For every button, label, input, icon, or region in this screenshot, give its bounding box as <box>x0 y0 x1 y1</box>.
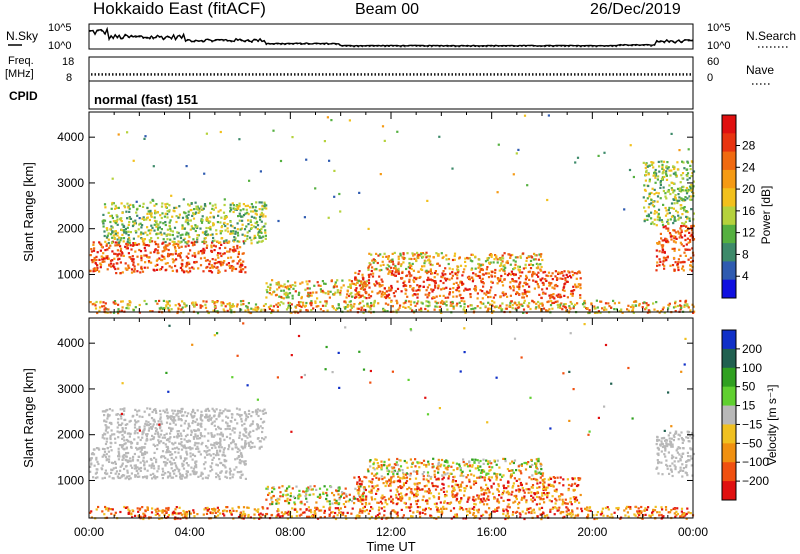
x-tick-label: 04:00 <box>175 525 205 539</box>
freq-tick-bottom: 8 <box>66 72 72 84</box>
freq-unit: [MHz] <box>5 68 34 80</box>
nave-label: Nave <box>746 63 774 77</box>
colorbar-tick-label: 15 <box>742 399 756 413</box>
colorbar-swatch <box>722 206 736 226</box>
freq-label: Freq. <box>8 55 34 67</box>
cpid-panel: CPID normal (fast) 151 <box>9 80 694 110</box>
colorbar-swatch <box>722 481 736 501</box>
nsky-trace <box>88 26 694 47</box>
power-colorbar: Power [dB] 4 8 12 16 20 24 28 <box>721 114 773 299</box>
power-panel: 1000 2000 3000 4000 Slant Range [km] <box>21 111 696 315</box>
colorbar-swatch <box>722 348 736 369</box>
velocity-scatter <box>89 322 695 521</box>
colorbar-tick-label: 12 <box>742 226 756 240</box>
colorbar-tick-label: 24 <box>742 160 756 174</box>
cpid-program: normal (fast) 151 <box>94 92 198 107</box>
velocity-y-axis-label: Slant Range [km] <box>21 368 36 468</box>
colorbar-swatch <box>722 151 736 171</box>
colorbar-tick-label: 50 <box>742 380 756 394</box>
colorbar-swatch <box>722 386 736 407</box>
y-tick-label: 4000 <box>57 130 84 144</box>
colorbar-swatch <box>722 462 736 482</box>
colorbar-swatch <box>722 115 736 134</box>
y-tick-label: 2000 <box>57 428 84 442</box>
x-tick-label: 08:00 <box>275 525 305 539</box>
x-axis-label: Time UT <box>366 539 415 554</box>
nsky-label: N.Sky <box>6 29 38 43</box>
colorbar-swatch <box>722 169 736 189</box>
nsearch-label: N.Search <box>746 29 796 43</box>
y-tick-label: 2000 <box>57 222 84 236</box>
colorbar-tick-label: 8 <box>742 247 749 261</box>
colorbar-tick-label: 4 <box>742 269 749 283</box>
colorbar-tick-label: −15 <box>742 417 763 431</box>
x-tick-label: 12:00 <box>376 525 406 539</box>
y-tick-label: 3000 <box>57 382 84 396</box>
colorbar-tick-label: 200 <box>742 342 762 356</box>
velocity-panel: 1000 2000 3000 4000 Slant Range [km] <box>21 317 695 521</box>
x-tick-label: 00:00 <box>74 525 104 539</box>
colorbar-swatch <box>722 224 736 244</box>
nsearch-tick-top: 10^5 <box>707 22 731 34</box>
colorbar-tick-label: −100 <box>742 455 769 469</box>
colorbar-tick-label: 16 <box>742 204 756 218</box>
nsearch-trace <box>88 28 694 48</box>
power-scatter <box>89 114 696 315</box>
nsky-panel: N.Sky 10^5 10^0 10^5 10^0 N.Search <box>6 22 796 52</box>
freq-frame <box>88 56 694 82</box>
x-tick-label: 00:00 <box>678 525 708 539</box>
nsearch-tick-bottom: 10^0 <box>707 40 731 52</box>
site-title: Hokkaido East (fitACF) <box>93 0 266 18</box>
colorbar-swatch <box>722 405 736 425</box>
colorbar-swatch <box>722 261 736 281</box>
y-tick-label: 3000 <box>57 176 84 190</box>
beam-label: Beam 00 <box>355 1 419 18</box>
colorbar-swatch <box>722 279 736 299</box>
x-tick-label: 16:00 <box>477 525 507 539</box>
x-tick-label: 20:00 <box>577 525 607 539</box>
colorbar-swatch <box>722 330 736 350</box>
freq-tick-top: 18 <box>62 56 74 68</box>
colorbar-tick-label: 20 <box>742 182 756 196</box>
colorbar-tick-label: −50 <box>742 436 763 450</box>
colorbar-tick-label: 28 <box>742 139 756 153</box>
colorbar-swatch <box>722 133 736 153</box>
nave-tick-bottom: 0 <box>707 72 713 84</box>
nsky-tick-top: 10^5 <box>48 22 72 34</box>
velocity-colorbar: Velocity [m s⁻¹] 200 100 50 15 −15 −50 −100 −20… <box>721 329 779 501</box>
colorbar-swatch <box>722 443 736 463</box>
colorbar-tick-label: 100 <box>742 361 762 375</box>
colorbar-swatch <box>722 188 736 207</box>
colorbar-swatch <box>722 424 736 444</box>
power-y-axis-label: Slant Range [km] <box>21 162 36 262</box>
nsky-tick-bottom: 10^0 <box>48 40 72 52</box>
date-label: 26/Dec/2019 <box>590 1 681 18</box>
colorbar-swatch <box>722 367 736 388</box>
power-colorbar-label: Power [dB] <box>759 186 773 245</box>
time-axis: 00:00 04:00 08:00 12:00 16:00 20:00 00:00 <box>74 525 708 539</box>
y-tick-label: 1000 <box>57 267 84 281</box>
cpid-label: CPID <box>9 89 38 103</box>
nsky-frame <box>88 23 694 50</box>
y-tick-label: 4000 <box>57 336 84 350</box>
colorbar-tick-label: −200 <box>742 474 769 488</box>
colorbar-swatch <box>722 243 736 262</box>
velocity-colorbar-label: Velocity [m s⁻¹] <box>765 384 779 465</box>
freq-panel: Freq. [MHz] 18 8 60 0 Nave <box>5 55 774 85</box>
y-tick-label: 1000 <box>57 473 84 487</box>
cpid-frame <box>88 80 694 110</box>
nave-tick-top: 60 <box>707 56 719 68</box>
